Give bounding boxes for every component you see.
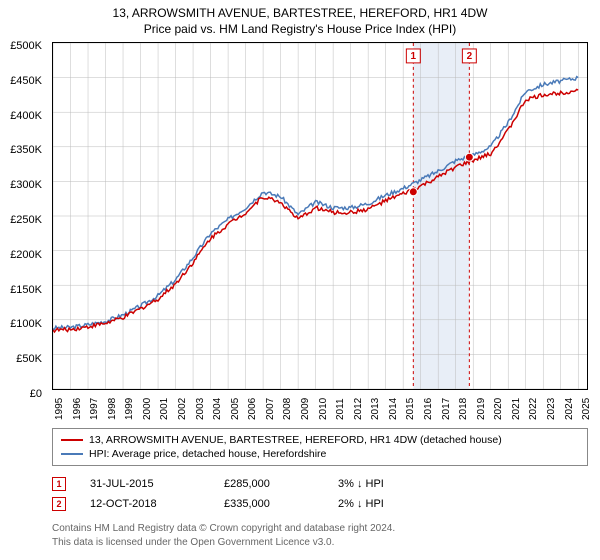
legend: 13, ARROWSMITH AVENUE, BARTESTREE, HEREF… [52,428,588,466]
footer-line1: Contains HM Land Registry data © Crown c… [52,522,588,536]
x-tick-label: 2004 [212,398,223,420]
x-tick-label: 2012 [353,398,364,420]
legend-item: 13, ARROWSMITH AVENUE, BARTESTREE, HEREF… [61,433,579,447]
sale-date: 31-JUL-2015 [90,478,200,490]
y-tick-label: £450K [10,75,42,87]
x-tick-label: 2015 [405,398,416,420]
sale-delta: 3% ↓ HPI [338,478,384,490]
x-axis-labels: 1995 1996 1997 1998 1999 2000 2001 2002 2003 2004… [52,392,588,422]
footer-line2: This data is licensed under the Open Gov… [52,536,588,550]
x-tick-label: 2002 [177,398,188,420]
svg-text:1: 1 [411,51,417,62]
y-tick-label: £250K [10,214,42,226]
x-tick-label: 2018 [458,398,469,420]
legend-label: 13, ARROWSMITH AVENUE, BARTESTREE, HEREF… [89,434,502,446]
sale-price: £335,000 [224,498,314,510]
svg-text:2: 2 [467,51,473,62]
chart-title-line1: 13, ARROWSMITH AVENUE, BARTESTREE, HEREF… [0,6,600,20]
x-tick-label: 2009 [300,398,311,420]
x-tick-label: 2008 [282,398,293,420]
x-tick-label: 2014 [388,398,399,420]
x-tick-label: 2025 [581,398,592,420]
x-tick-label: 2005 [230,398,241,420]
x-tick-label: 2000 [142,398,153,420]
x-tick-label: 1999 [124,398,135,420]
x-tick-label: 1996 [72,398,83,420]
x-tick-label: 2024 [564,398,575,420]
sale-row: 2 12-OCT-2018 £335,000 2% ↓ HPI [52,494,588,514]
chart-plot-area: 12 [52,42,588,390]
y-tick-label: £150K [10,284,42,296]
sale-price: £285,000 [224,478,314,490]
y-tick-label: £200K [10,249,42,261]
y-tick-label: £500K [10,40,42,52]
x-tick-label: 1997 [89,398,100,420]
legend-item: HPI: Average price, detached house, Here… [61,447,579,461]
x-tick-label: 2017 [441,398,452,420]
x-tick-label: 2022 [528,398,539,420]
y-tick-label: £0 [30,388,42,400]
x-tick-label: 2020 [493,398,504,420]
y-tick-label: £50K [16,353,42,365]
legend-label: HPI: Average price, detached house, Here… [89,448,326,460]
x-tick-label: 1998 [107,398,118,420]
x-tick-label: 2019 [476,398,487,420]
x-tick-label: 2011 [335,398,346,420]
y-axis-labels: £0£50K£100K£150K£200K£250K£300K£350K£400… [0,46,48,394]
chart-container: 13, ARROWSMITH AVENUE, BARTESTREE, HEREF… [0,0,600,560]
sale-marker-icon: 2 [52,497,66,511]
x-tick-label: 1995 [54,398,65,420]
x-tick-label: 2016 [423,398,434,420]
y-tick-label: £300K [10,179,42,191]
footer: Contains HM Land Registry data © Crown c… [52,522,588,549]
sale-date: 12-OCT-2018 [90,498,200,510]
chart-svg: 12 [53,43,587,389]
sale-row: 1 31-JUL-2015 £285,000 3% ↓ HPI [52,474,588,494]
legend-swatch [61,453,83,455]
legend-swatch [61,439,83,441]
sale-delta: 2% ↓ HPI [338,498,384,510]
x-tick-label: 2007 [265,398,276,420]
x-tick-label: 2003 [195,398,206,420]
sale-marker-icon: 1 [52,477,66,491]
x-tick-label: 2021 [511,398,522,420]
y-tick-label: £400K [10,110,42,122]
x-tick-label: 2010 [318,398,329,420]
chart-title-line2: Price paid vs. HM Land Registry's House … [0,22,600,36]
sales-table: 1 31-JUL-2015 £285,000 3% ↓ HPI 2 12-OCT-2018… [52,474,588,514]
x-tick-label: 2013 [370,398,381,420]
x-tick-label: 2006 [247,398,258,420]
y-tick-label: £100K [10,318,42,330]
y-tick-label: £350K [10,144,42,156]
x-tick-label: 2023 [546,398,557,420]
x-tick-label: 2001 [159,398,170,420]
